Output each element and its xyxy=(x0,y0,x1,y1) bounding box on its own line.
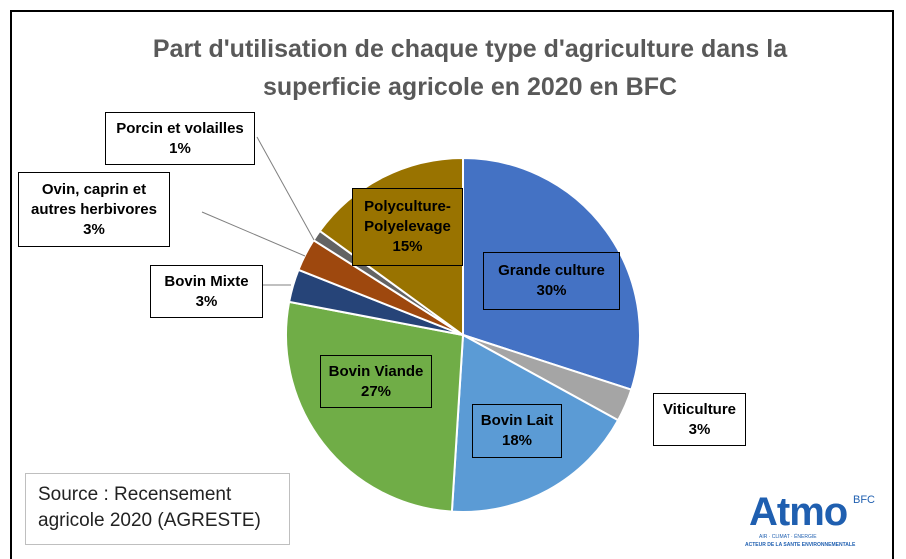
data-label: Bovin Mixte 3% xyxy=(150,265,263,318)
label-value: 3% xyxy=(195,292,218,310)
label-value: 30% xyxy=(536,282,567,299)
label-value: 15% xyxy=(392,238,423,255)
label-name: Bovin Lait xyxy=(480,412,554,429)
label-value: 27% xyxy=(360,382,392,400)
data-label: Grande culture 30% xyxy=(483,252,620,310)
logo-name: Atmo xyxy=(749,490,848,534)
label-value: 1% xyxy=(169,139,191,157)
data-label: Ovin, caprin et autres herbivores 3% xyxy=(18,172,170,247)
label-name: Polyculture-Polyelevage xyxy=(364,198,451,235)
data-label: Bovin Lait 18% xyxy=(472,404,562,458)
label-name: Ovin, caprin et autres herbivores xyxy=(31,180,157,218)
data-label: Porcin et volailles 1% xyxy=(105,112,255,165)
label-name: Bovin Mixte xyxy=(164,272,249,290)
frame xyxy=(10,10,894,559)
logo-tagline: AIR · CLIMAT · ÉNERGIE xyxy=(759,534,817,540)
label-value: 18% xyxy=(501,432,533,449)
label-value: 3% xyxy=(83,220,105,238)
data-label: Polyculture-Polyelevage 15% xyxy=(352,188,463,266)
logo-motto: ACTEUR DE LA SANTE ENVIRONNEMENTALE xyxy=(745,542,856,548)
logo: Atmo BFC AIR · CLIMAT · ÉNERGIE ACTEUR D… xyxy=(745,490,885,550)
label-name: Viticulture xyxy=(662,400,737,418)
logo-region: BFC xyxy=(853,494,875,506)
data-label: Viticulture 3% xyxy=(653,393,746,446)
label-value: 3% xyxy=(688,420,711,438)
source-note: Source : Recensement agricole 2020 (AGRE… xyxy=(25,473,290,545)
label-name: Grande culture xyxy=(498,262,605,279)
chart-title: Part d'utilisation de chaque type d'agri… xyxy=(152,35,788,101)
leader-line xyxy=(256,136,315,241)
label-name: Bovin Viande xyxy=(328,362,424,380)
leader-line xyxy=(201,211,306,257)
data-label: Bovin Viande 27% xyxy=(320,355,432,408)
label-name: Porcin et volailles xyxy=(116,119,244,137)
